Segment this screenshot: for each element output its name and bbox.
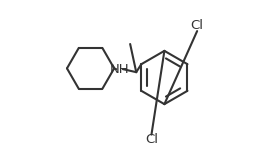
Text: Cl: Cl [145,133,158,146]
Text: NH: NH [110,63,129,76]
Text: Cl: Cl [191,19,204,32]
